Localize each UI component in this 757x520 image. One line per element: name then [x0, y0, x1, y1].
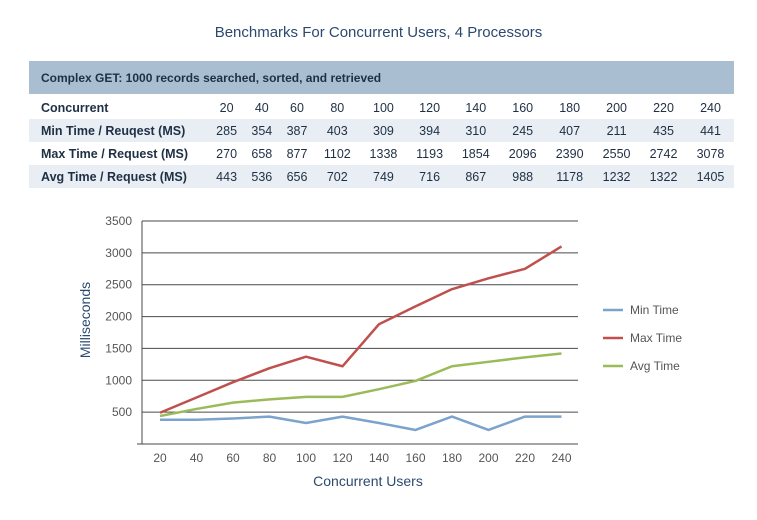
- table-cell: 1193: [416, 146, 444, 161]
- table-cell: 240: [700, 100, 721, 115]
- table-cell: 988: [499, 165, 547, 188]
- table-caption: Complex GET: 1000 records searched, sort…: [29, 61, 734, 94]
- table-cell: 245: [499, 119, 547, 142]
- table-cell: 536: [244, 165, 280, 188]
- table-cell: 1232: [593, 165, 641, 188]
- table-cell: 20: [219, 100, 234, 115]
- table-cell: 2550: [602, 146, 631, 161]
- x-tick-label: 140: [369, 451, 389, 465]
- x-tick-label: 240: [551, 451, 571, 465]
- table-cell: 1178: [546, 165, 594, 188]
- table-cell: 1102: [323, 146, 351, 161]
- series-line-avg-time: [159, 352, 562, 418]
- table-cell: 285: [209, 119, 245, 142]
- x-tick-label: 20: [153, 451, 167, 465]
- table-row: Min Time / Reuqest (MS) 285 354 387 403 309 39…: [29, 119, 734, 142]
- table-cell: 100: [373, 100, 394, 115]
- x-tick-label: 80: [263, 451, 277, 465]
- table-cell: 394: [406, 119, 453, 142]
- y-axis-label: Milliseconds: [77, 282, 93, 358]
- table-cell: 2390: [555, 146, 584, 161]
- table-cell: 407: [546, 119, 594, 142]
- y-tick-label: 2500: [105, 278, 132, 292]
- table-cell: 2096: [508, 146, 537, 161]
- x-tick-label: 60: [226, 451, 240, 465]
- table-cell: 441: [686, 119, 734, 142]
- table-cell: 1405: [686, 165, 734, 188]
- table-row: Concurrent 20 40 60 80 100 120 140 160 180 200 220 2…: [29, 94, 734, 119]
- table-cell: 60: [290, 100, 304, 115]
- series-line-min-time: [160, 415, 562, 432]
- table-cell: 1854: [461, 146, 490, 161]
- table-cell: 443: [209, 165, 245, 188]
- x-tick-label: 160: [405, 451, 425, 465]
- grid-lines: [142, 220, 578, 413]
- table-cell: 354: [244, 119, 280, 142]
- table-cell: 140: [465, 100, 487, 115]
- table-body: Concurrent 20 40 60 80 100 120 140 160 180 200 220 2…: [29, 94, 734, 188]
- x-tick-label: 200: [478, 451, 498, 465]
- table-cell: 403: [314, 119, 360, 142]
- table-cell: 658: [251, 146, 273, 161]
- table-cell: 1322: [640, 165, 687, 188]
- row-label: Concurrent: [41, 100, 109, 115]
- table-cell: 120: [419, 100, 441, 115]
- legend: Min Time Max Time Avg Time: [603, 303, 682, 373]
- x-tick-label: 220: [515, 451, 535, 465]
- table-cell: 656: [279, 165, 315, 188]
- table-cell: 160: [512, 100, 534, 115]
- legend-label: Avg Time: [630, 359, 680, 373]
- x-axis-label: Concurrent Users: [313, 473, 423, 489]
- table-cell: 309: [359, 119, 407, 142]
- table-cell: 749: [359, 165, 407, 188]
- page-title: Benchmarks For Concurrent Users, 4 Proce…: [214, 24, 543, 41]
- table-cell: 80: [330, 100, 345, 115]
- table-cell: 387: [279, 119, 315, 142]
- table-row: Max Time / Request (MS) 270 658 877 1102 1338…: [29, 142, 734, 165]
- table-cell: 270: [216, 146, 238, 161]
- y-tick-label: 500: [112, 405, 132, 419]
- table-cell: 877: [286, 146, 308, 161]
- x-tick-label: 180: [442, 451, 462, 465]
- series-line-max-time: [159, 245, 563, 414]
- x-tick-label: 40: [190, 451, 204, 465]
- table-cell: 211: [593, 119, 641, 142]
- y-tick-label: 1000: [105, 373, 132, 387]
- legend-label: Max Time: [630, 331, 682, 345]
- x-tick-label: 120: [332, 451, 352, 465]
- table-cell: 200: [606, 100, 627, 115]
- y-tick-label: 3000: [105, 246, 132, 260]
- table-cell: 702: [314, 165, 360, 188]
- x-tick-label: 100: [296, 451, 316, 465]
- series-lines: [159, 245, 563, 432]
- row-label: Min Time / Reuqest (MS): [29, 119, 209, 142]
- table-cell: 2742: [649, 146, 678, 161]
- y-tick-label: 2000: [105, 310, 132, 324]
- table-cell: 310: [452, 119, 500, 142]
- table-cell: 716: [406, 165, 453, 188]
- table-cell: 3078: [696, 146, 725, 161]
- axes: 500 1000 1500 2000 2500 3000 3500 20 40 60 80 100 12…: [105, 214, 578, 465]
- table-cell: 220: [653, 100, 674, 115]
- y-tick-label: 1500: [105, 341, 132, 355]
- table-cell: 867: [452, 165, 500, 188]
- benchmark-table: Complex GET: 1000 records searched, sort…: [29, 61, 734, 188]
- table-cell: 180: [559, 100, 581, 115]
- legend-label: Min Time: [630, 303, 679, 317]
- row-label: Avg Time / Request (MS): [29, 165, 209, 188]
- table-cell: 1338: [369, 146, 398, 161]
- table-cell: 40: [254, 100, 269, 115]
- row-label: Max Time / Request (MS): [41, 146, 189, 161]
- table-row: Avg Time / Request (MS) 443 536 656 702 749 71…: [29, 165, 734, 188]
- table-cell: 435: [640, 119, 687, 142]
- y-tick-label: 3500: [105, 214, 132, 228]
